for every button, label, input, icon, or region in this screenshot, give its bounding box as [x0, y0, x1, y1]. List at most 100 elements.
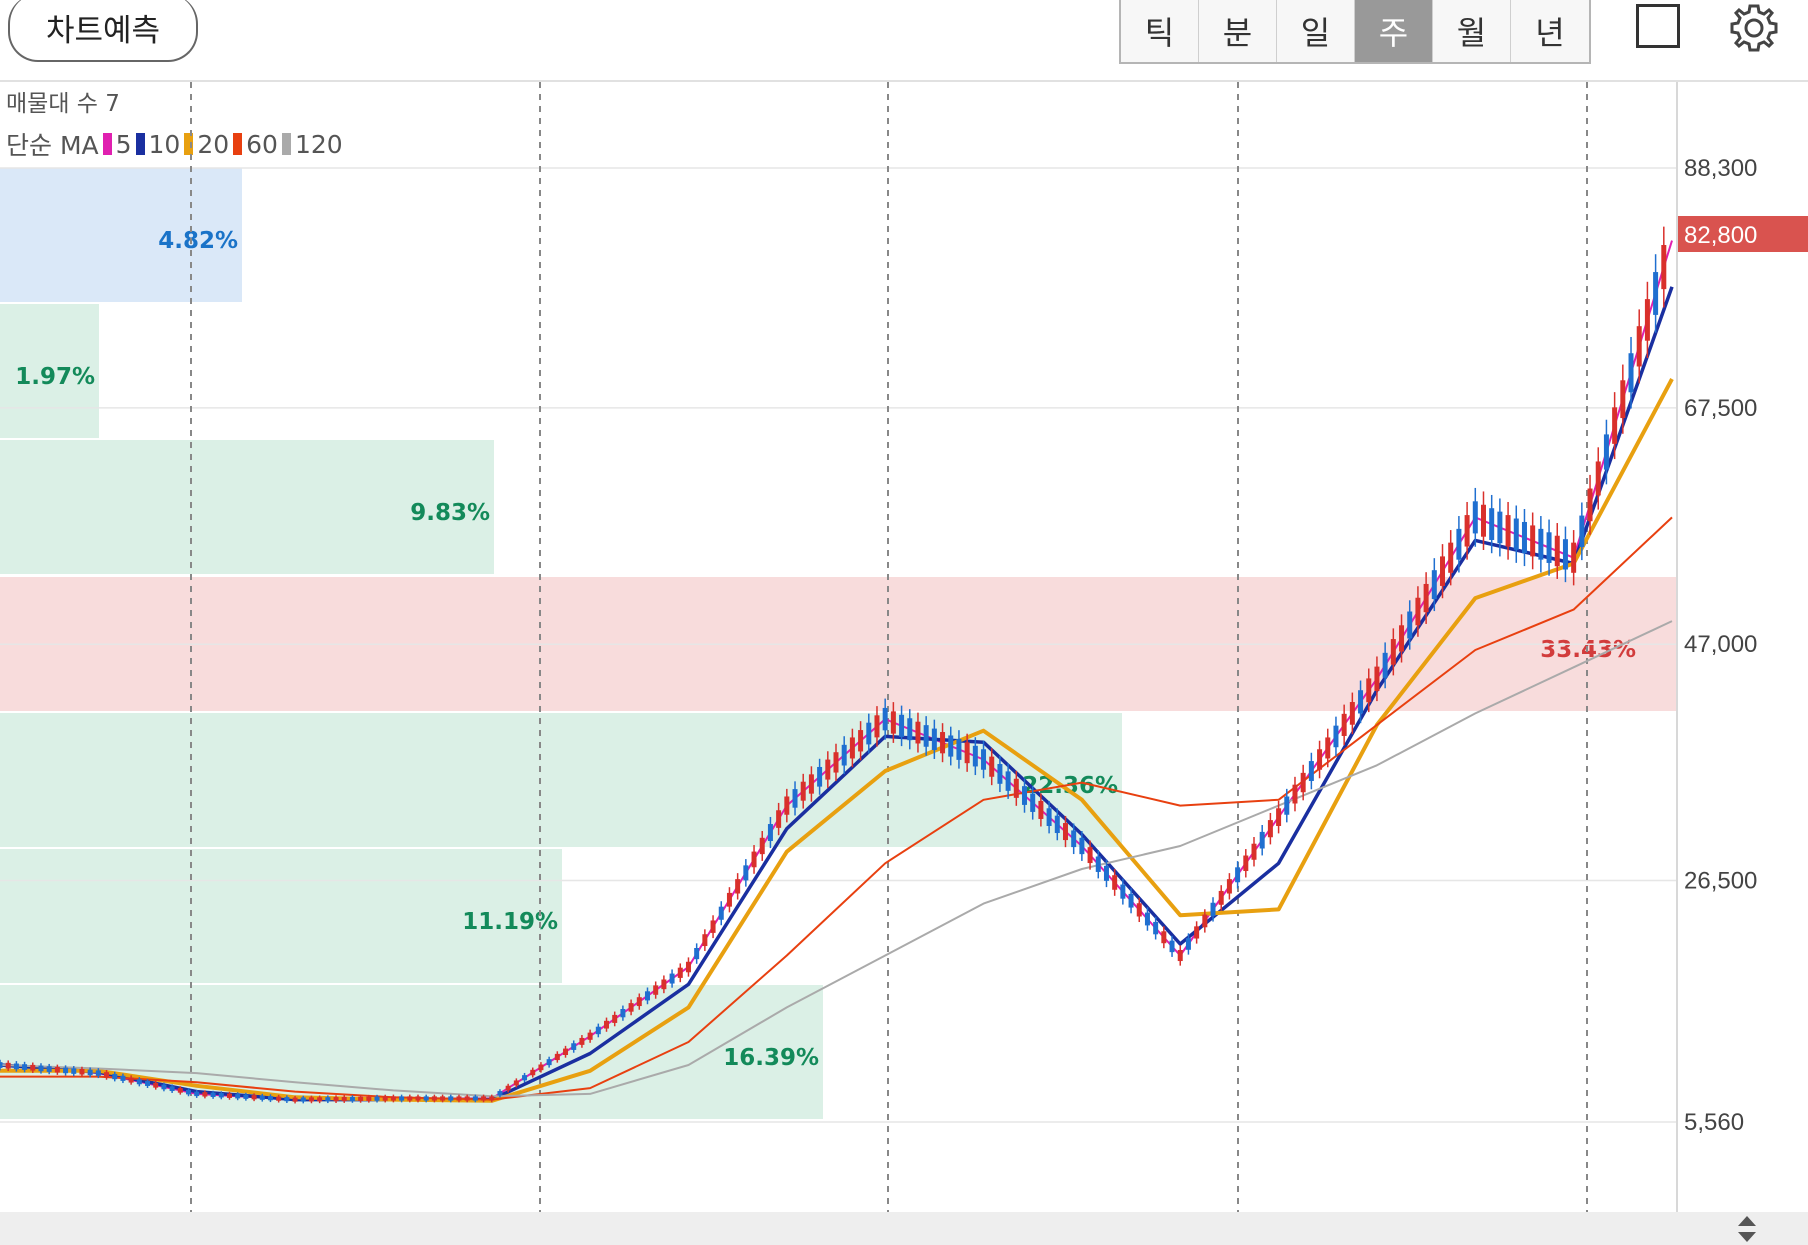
candle-body: [259, 1095, 265, 1100]
candle-body: [1317, 749, 1323, 770]
ma-swatch-120: [281, 133, 291, 155]
candle-body: [874, 715, 880, 738]
square-icon[interactable]: [1636, 4, 1680, 48]
candle-body: [251, 1095, 257, 1100]
tab-period-4[interactable]: 월: [1433, 0, 1511, 62]
candle-body: [161, 1084, 167, 1090]
candle-body: [1554, 535, 1560, 567]
toolbar-divider: [0, 80, 1808, 82]
tab-period-0[interactable]: 틱: [1121, 0, 1199, 62]
candle-body: [612, 1014, 618, 1023]
candle-body: [87, 1069, 93, 1076]
candle-body: [202, 1092, 208, 1097]
candle-body: [1358, 690, 1364, 714]
ma-line-120: [0, 620, 1673, 1098]
ma-legend-prefix: 단순 MA: [6, 131, 99, 160]
candle-body: [1103, 865, 1109, 881]
candle-body: [604, 1020, 610, 1029]
candle-body: [972, 745, 978, 767]
candle-body: [571, 1043, 577, 1050]
candle-body: [30, 1064, 36, 1071]
candle-body: [120, 1075, 126, 1081]
candle-body: [1300, 772, 1306, 793]
candle-body: [653, 985, 659, 995]
candle-body: [1341, 713, 1347, 736]
ma-label-10: 10: [148, 129, 181, 159]
candle-body: [440, 1096, 446, 1101]
candle-body: [0, 1062, 3, 1068]
candle-body: [743, 865, 749, 881]
candle-body: [448, 1096, 454, 1101]
gear-icon[interactable]: [1726, 0, 1782, 56]
candle-body: [1472, 501, 1478, 534]
candle-body: [489, 1096, 495, 1101]
candle-body: [1661, 245, 1667, 290]
candle-body: [784, 796, 790, 815]
candle-body: [726, 892, 732, 907]
candle-body: [1194, 926, 1200, 939]
candle-body: [1390, 639, 1396, 665]
candle-body: [677, 967, 683, 978]
ma-swatch-10: [135, 133, 145, 155]
candle-body: [300, 1097, 306, 1102]
candle-body: [956, 738, 962, 760]
candle-body: [1005, 771, 1011, 791]
candle-body: [735, 879, 741, 894]
candle-body: [71, 1068, 77, 1074]
candle-body: [317, 1097, 323, 1102]
candle-body: [989, 756, 995, 777]
candle-body: [95, 1070, 101, 1076]
candle-body: [587, 1032, 593, 1040]
candle-body: [1046, 808, 1052, 826]
candle-body: [349, 1096, 355, 1102]
tab-period-3[interactable]: 주: [1355, 0, 1433, 62]
candle-body: [1112, 875, 1118, 890]
candle-body: [292, 1097, 298, 1102]
candle-body: [866, 722, 872, 745]
candle-body: [1251, 843, 1257, 860]
candle-body: [1587, 488, 1593, 522]
tab-period-5[interactable]: 년: [1511, 0, 1589, 62]
chart-predict-button[interactable]: 차트예측: [8, 0, 198, 62]
candle-body: [267, 1096, 273, 1101]
ma-swatch-60: [233, 133, 243, 155]
candle-body: [1366, 678, 1372, 703]
volume-profile-band: [0, 168, 242, 302]
price-axis-label: 5,560: [1684, 1109, 1744, 1136]
candle-body: [636, 997, 642, 1007]
candle-body: [513, 1080, 519, 1086]
candle-body: [825, 759, 831, 780]
volume-profile-band: [0, 304, 99, 438]
candle-body: [1538, 528, 1544, 560]
candle-body: [563, 1048, 569, 1056]
tab-period-1[interactable]: 분: [1199, 0, 1277, 62]
candle-body: [1562, 539, 1568, 570]
candle-body: [792, 789, 798, 808]
ma-label-60: 60: [246, 129, 278, 159]
candle-body: [382, 1096, 388, 1101]
candle-body: [1603, 434, 1609, 470]
tab-period-2[interactable]: 일: [1277, 0, 1355, 62]
candle-body: [1530, 525, 1536, 557]
candle-body: [1571, 542, 1577, 573]
candle-body: [546, 1059, 552, 1066]
candle-body: [710, 920, 716, 933]
candle-body: [522, 1075, 528, 1081]
candle-body: [1308, 761, 1314, 781]
candle-body: [169, 1086, 175, 1092]
volume-profile-band: [0, 849, 562, 983]
candle-body: [1349, 702, 1355, 725]
candle-body: [1120, 884, 1126, 899]
candle-body: [22, 1064, 28, 1070]
current-price-label: 82,800: [1684, 222, 1757, 249]
candle-body: [554, 1053, 560, 1061]
scroll-updown-icon[interactable]: [1732, 1212, 1762, 1245]
candle-body: [931, 728, 937, 751]
candle-body: [858, 730, 864, 752]
volume-profile-pct: 33.43%: [1540, 637, 1636, 663]
candle-body: [1374, 666, 1380, 691]
candle-body: [1382, 652, 1388, 678]
candle-body: [1030, 793, 1036, 812]
candle-body: [390, 1096, 396, 1101]
